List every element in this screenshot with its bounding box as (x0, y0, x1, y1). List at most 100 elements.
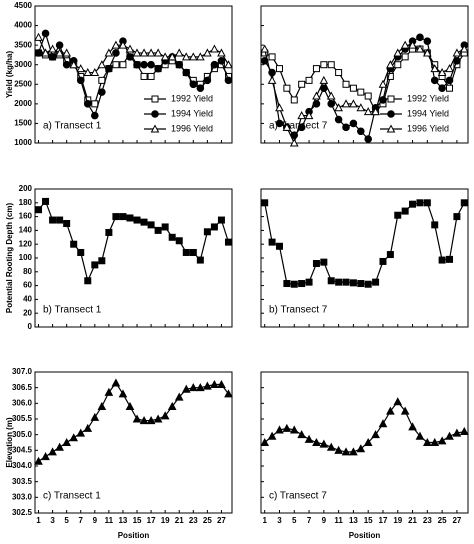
annotation: b) Transect 7 (269, 305, 328, 316)
x-tick-label: 7 (307, 516, 312, 525)
x-tick-label: 19 (393, 516, 402, 525)
point (378, 419, 388, 428)
legend-label: 1992 Yield (171, 93, 213, 103)
plot-frame (34, 5, 233, 144)
point (364, 135, 372, 143)
point (126, 53, 134, 61)
point (275, 119, 284, 128)
legend-marker (386, 124, 396, 133)
point (409, 200, 417, 208)
point (55, 48, 64, 57)
x-tick-label: 17 (147, 516, 156, 525)
point (320, 61, 328, 69)
y-tick-label: 20 (23, 308, 32, 317)
point (42, 197, 50, 205)
point (132, 414, 142, 423)
x-axis-label: Position (118, 531, 150, 540)
point (224, 76, 233, 85)
point (394, 211, 402, 219)
point (349, 99, 358, 108)
point (364, 280, 372, 288)
point (445, 64, 454, 73)
point (349, 119, 358, 128)
point (356, 444, 366, 453)
point (267, 75, 277, 84)
point (48, 53, 57, 61)
legend-marker (151, 95, 159, 103)
point (175, 237, 183, 245)
point (62, 60, 71, 69)
point (408, 40, 417, 49)
point (119, 213, 127, 221)
legend-marker (387, 110, 395, 118)
point (305, 278, 313, 286)
point (386, 72, 394, 80)
point (416, 199, 424, 207)
point (154, 64, 162, 73)
point (357, 127, 365, 136)
point (112, 61, 120, 69)
point (210, 44, 219, 53)
point (363, 107, 373, 116)
point (386, 60, 395, 69)
point (203, 76, 212, 85)
point (275, 103, 284, 112)
x-tick-label: 15 (133, 516, 142, 525)
point (217, 57, 226, 65)
point (83, 100, 92, 108)
point (139, 48, 149, 57)
point (393, 48, 403, 57)
point (98, 76, 106, 84)
point (84, 277, 92, 285)
point (335, 278, 343, 286)
point (217, 379, 226, 389)
point (133, 216, 141, 224)
point (415, 44, 425, 53)
point (327, 61, 335, 69)
series-line (38, 200, 230, 283)
point (326, 442, 336, 451)
point (341, 447, 351, 456)
x-tick-label: 9 (322, 516, 327, 525)
point (267, 431, 277, 440)
point (41, 48, 50, 57)
point (48, 44, 57, 53)
y-tick-label: 200 (19, 184, 33, 193)
x-tick-label: 5 (64, 516, 69, 525)
point (297, 430, 306, 439)
legend-label: 1996 Yield (407, 123, 449, 133)
point (298, 80, 306, 88)
legend-marker (151, 110, 159, 118)
point (196, 383, 205, 392)
point (304, 434, 314, 443)
point (400, 40, 410, 49)
point (56, 216, 64, 224)
series-line (264, 202, 465, 285)
point (319, 75, 329, 84)
point (111, 378, 121, 387)
point (125, 44, 135, 53)
point (349, 84, 357, 92)
point (371, 430, 380, 439)
point (97, 401, 107, 410)
point (437, 67, 447, 77)
point (168, 233, 176, 241)
point (83, 67, 93, 77)
point (305, 76, 313, 84)
point (430, 437, 440, 446)
y-tick-label: 160 (19, 212, 33, 221)
point (91, 100, 99, 108)
point (342, 123, 350, 132)
point (34, 49, 43, 57)
point (304, 111, 314, 120)
legend-marker (387, 95, 395, 103)
point (275, 65, 283, 73)
point (459, 44, 469, 53)
x-tick-label: 13 (118, 516, 127, 525)
x-tick-label: 3 (277, 516, 282, 525)
y-tick-label: 60 (23, 281, 32, 290)
x-tick-label: 19 (161, 516, 170, 525)
point (415, 431, 425, 440)
point (438, 256, 446, 264)
point (289, 425, 299, 434)
